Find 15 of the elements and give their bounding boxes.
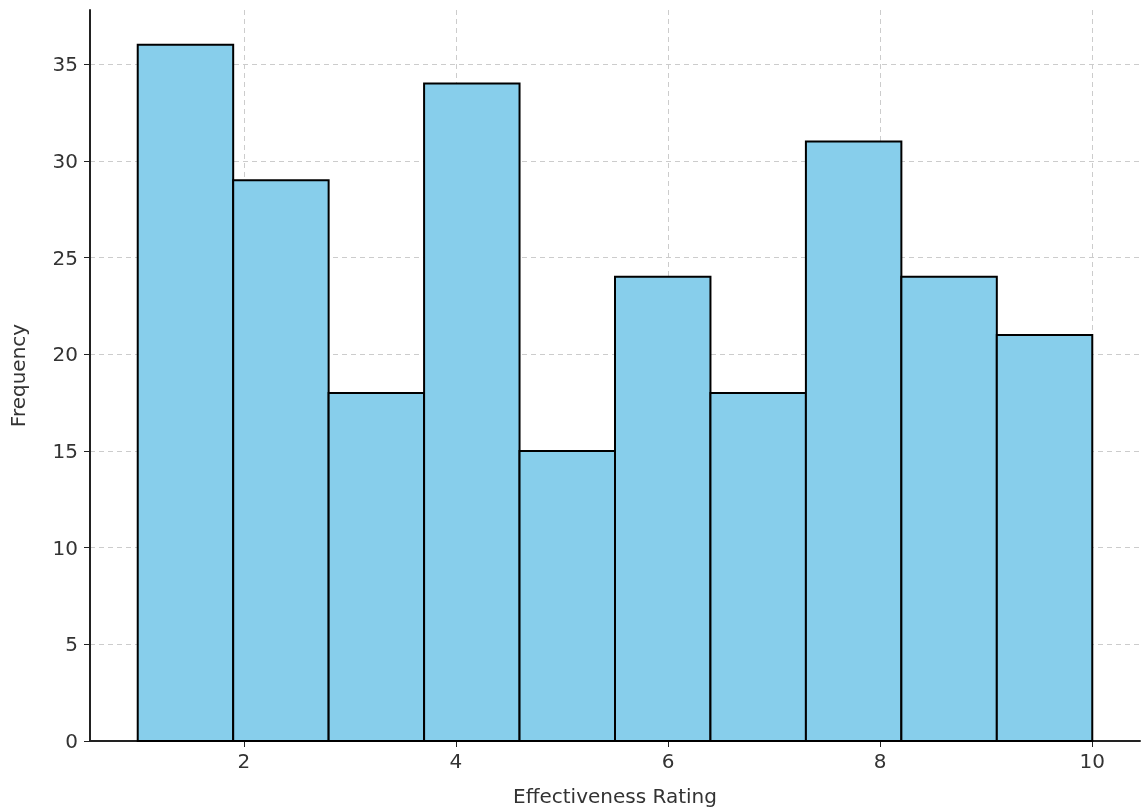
x-tick-label: 8: [873, 749, 887, 773]
y-tick-label: 20: [52, 342, 78, 367]
y-tick-label: 15: [52, 438, 78, 463]
x-tick-label: 2: [237, 749, 251, 773]
y-tick-label: 10: [52, 535, 78, 560]
x-tick-label: 10: [1079, 749, 1105, 773]
y-tick-label: 5: [65, 632, 78, 657]
x-axis-title: Effectiveness Rating: [513, 784, 717, 808]
y-tick-label: 30: [52, 148, 78, 173]
y-tick-label: 25: [52, 245, 78, 270]
x-tick-label: 4: [449, 749, 463, 773]
y-axis-title: Frequency: [6, 323, 30, 428]
y-tick-label: 35: [52, 52, 78, 77]
x-tick-label: 6: [661, 749, 675, 773]
y-tick-label: 0: [65, 729, 78, 753]
